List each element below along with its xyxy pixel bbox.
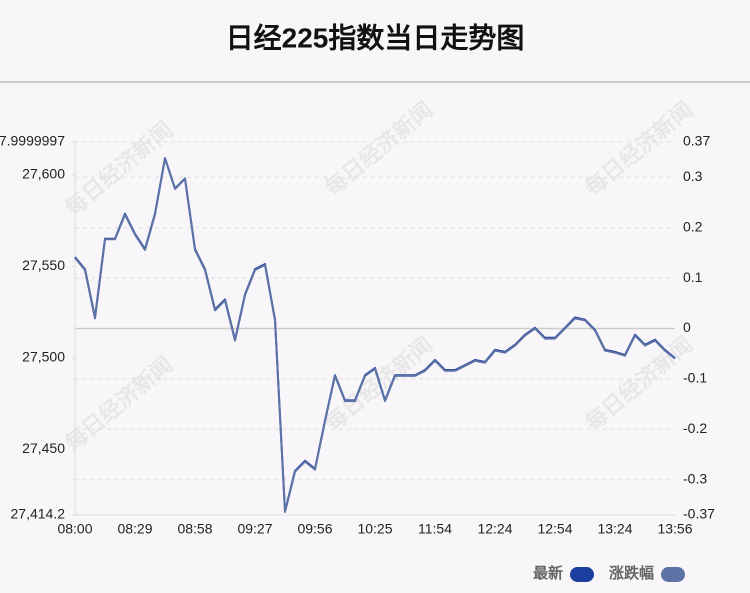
y-tick-label: 27,500	[22, 349, 65, 365]
series-line	[74, 157, 676, 513]
y2-tick-label: 0.2	[683, 218, 703, 234]
y-tick-label: 27,600	[22, 166, 65, 182]
y2-tick-label: 0.3	[683, 168, 703, 184]
x-tick-label: 08:00	[57, 521, 92, 537]
y2-tick-label: 0.1	[683, 269, 703, 285]
x-tick-label: 11:54	[418, 521, 452, 537]
chart-title: 日经225指数当日走势图	[226, 21, 525, 53]
watermark: 每日经济新闻	[580, 97, 697, 201]
legend-label: 涨跌幅	[609, 564, 654, 582]
legend-label: 最新	[533, 564, 563, 582]
x-tick-label: 10:25	[357, 521, 392, 537]
watermark: 每日经济新闻	[320, 97, 437, 201]
y-tick-label: 27,414.2	[11, 506, 66, 522]
x-tick-label: 12:24	[477, 521, 512, 537]
x-tick-label: 08:58	[177, 521, 212, 537]
x-tick-label: 12:54	[537, 521, 572, 537]
y-tick-label: 27,450	[22, 440, 65, 456]
x-tick-label: 13:24	[597, 521, 632, 537]
x-tick-label: 08:29	[117, 521, 152, 537]
y2-tick-label: -0.37	[683, 506, 715, 522]
legend-swatch	[661, 567, 685, 582]
x-tick-label: 13:56	[657, 521, 692, 537]
y2-tick-label: -0.1	[683, 370, 707, 386]
y2-tick-label: 0.37	[683, 133, 710, 149]
x-tick-label: 09:27	[237, 521, 272, 537]
x-tick-label: 09:56	[297, 521, 332, 537]
watermark: 每日经济新闻	[580, 332, 697, 436]
y2-tick-label: -0.3	[683, 470, 707, 486]
y-tick-label: 27,550	[22, 257, 65, 273]
watermark: 每日经济新闻	[60, 117, 177, 221]
legend-swatch	[570, 567, 594, 582]
watermark: 每日经济新闻	[60, 352, 177, 456]
y2-tick-label: -0.2	[683, 420, 707, 436]
series-line	[74, 157, 676, 513]
y2-tick-label: 0	[683, 319, 691, 335]
y-tick-label: 27,617.9999997	[0, 133, 65, 149]
